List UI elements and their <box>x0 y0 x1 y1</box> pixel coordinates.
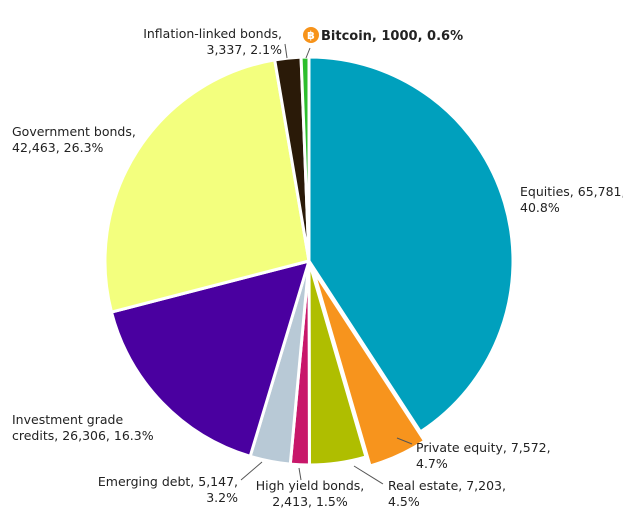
leader-line-real-estate <box>353 465 384 485</box>
pie-slice-investment-grade-credits <box>110 259 311 458</box>
slice-label-line: Emerging debt, 5,147, <box>98 474 238 489</box>
slice-labels: Equities, 65,781, 40.8% Private equity, 7,… <box>12 26 623 509</box>
slice-label-line: Investment grade <box>12 412 123 427</box>
slice-label-line: 40.8% <box>520 200 560 215</box>
slice-label-equities: Equities, 65,781, 40.8% <box>520 184 623 215</box>
slice-label-investment-grade-credits: Investment grade credits, 26,306, 16.3% <box>12 412 154 443</box>
pie-slices <box>103 55 515 468</box>
svg-text:฿: ฿ <box>307 29 315 42</box>
bitcoin-icon: ฿ <box>303 27 319 43</box>
slice-label-line: Government bonds, <box>12 124 136 139</box>
leader-line-inflation-linked-bonds <box>284 43 288 59</box>
slice-label-line: 2,413, 1.5% <box>272 494 348 509</box>
slice-label-inflation-linked-bonds: Inflation-linked bonds, 3,337, 2.1% <box>143 26 282 57</box>
slice-label-line: Equities, 65,781, <box>520 184 623 199</box>
slice-label-line: Private equity, 7,572, <box>416 440 551 455</box>
leader-line-bitcoin <box>305 47 311 59</box>
slice-label-high-yield-bonds: High yield bonds, 2,413, 1.5% <box>256 478 365 509</box>
pie-slice-bitcoin <box>299 55 311 263</box>
pie-slice-equities <box>307 55 515 434</box>
slice-label-line: Real estate, 7,203, <box>388 478 506 493</box>
slice-label-line: 4.7% <box>416 456 448 471</box>
leader-line-high-yield-bonds <box>298 467 302 481</box>
slice-label-real-estate: Real estate, 7,203, 4.5% <box>388 478 506 509</box>
slice-label-line: 3.2% <box>206 490 238 505</box>
pie-slice-private-equity <box>311 268 427 468</box>
slice-label-line: credits, 26,306, 16.3% <box>12 428 154 443</box>
slice-label-line: Bitcoin, 1000, 0.6% <box>321 29 463 44</box>
slice-label-line: 4.5% <box>388 494 420 509</box>
leader-line-private-equity <box>396 437 413 445</box>
slice-label-government-bonds: Government bonds, 42,463, 26.3% <box>12 124 136 155</box>
slice-label-line: 3,337, 2.1% <box>207 42 283 57</box>
slice-label-line: High yield bonds, <box>256 478 365 493</box>
leader-lines <box>240 43 413 485</box>
slice-label-line: Inflation-linked bonds, <box>143 26 282 41</box>
slice-label-bitcoin: Bitcoin, 1000, 0.6% <box>321 29 463 44</box>
slice-label-emerging-debt: Emerging debt, 5,147, 3.2% <box>98 474 238 505</box>
pie-slice-government-bonds <box>103 58 311 314</box>
leader-line-emerging-debt <box>240 461 263 481</box>
slice-label-private-equity: Private equity, 7,572, 4.7% <box>416 440 551 471</box>
slice-label-line: 42,463, 26.3% <box>12 140 104 155</box>
